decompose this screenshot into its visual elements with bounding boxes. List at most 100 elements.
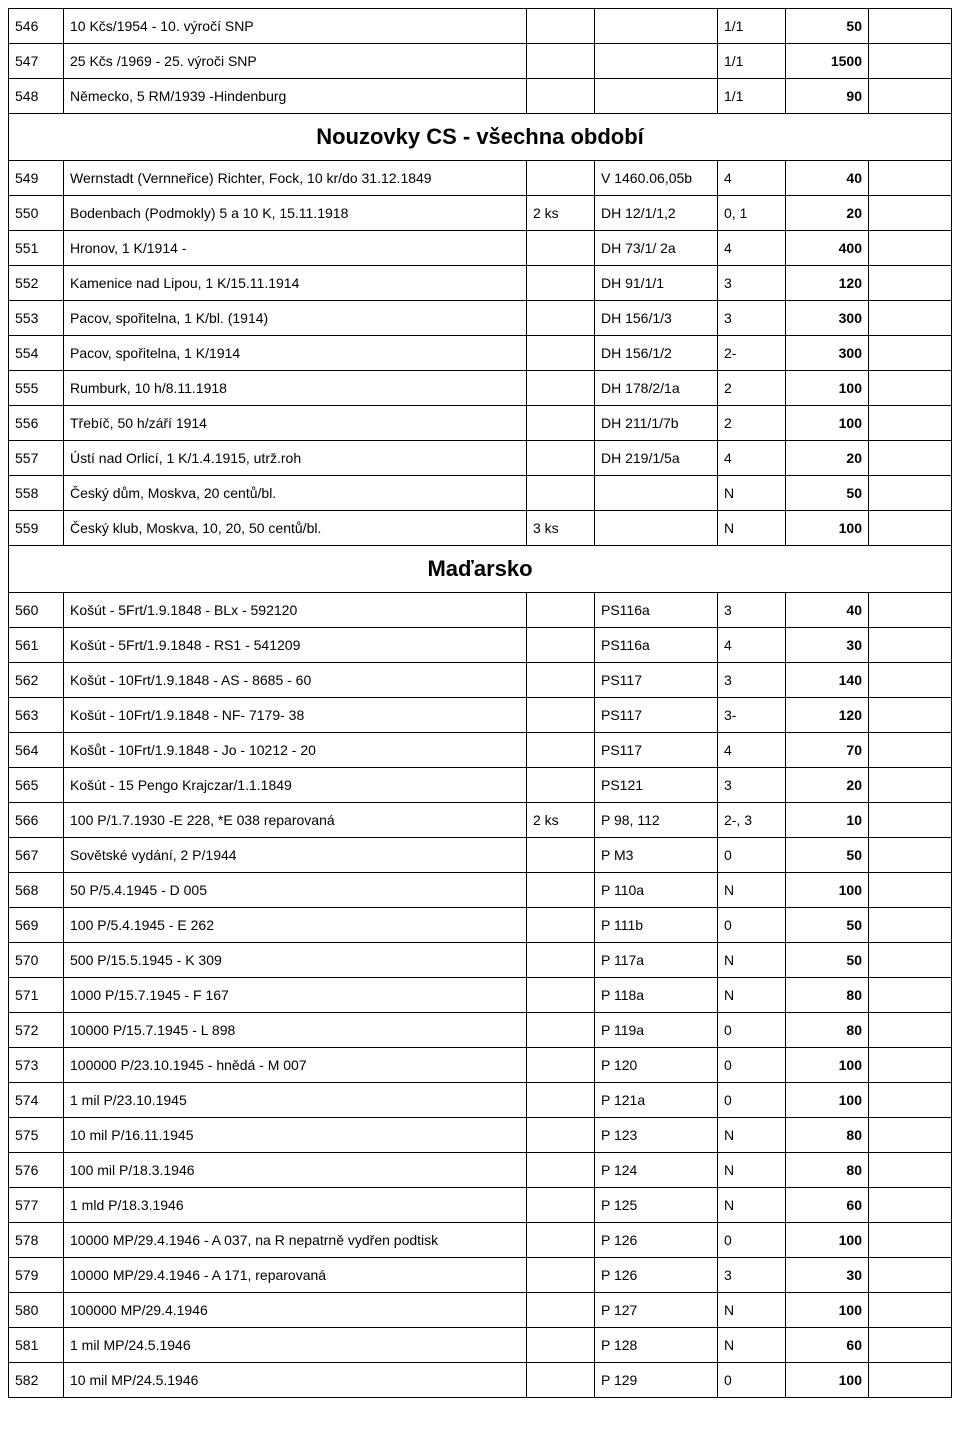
quantity xyxy=(527,768,595,803)
quantity xyxy=(527,1258,595,1293)
table-row: 5811 mil MP/24.5.1946P 128N60 xyxy=(9,1328,952,1363)
quantity: 2 ks xyxy=(527,196,595,231)
table-row: 573100000 P/23.10.1945 - hnědá - M 007P … xyxy=(9,1048,952,1083)
quantity xyxy=(527,698,595,733)
reference: P 128 xyxy=(595,1328,718,1363)
quantity xyxy=(527,1188,595,1223)
reference: P 126 xyxy=(595,1258,718,1293)
quantity xyxy=(527,1293,595,1328)
notes xyxy=(869,698,952,733)
quantity xyxy=(527,1013,595,1048)
reference: DH 156/1/2 xyxy=(595,336,718,371)
notes xyxy=(869,441,952,476)
grade: N xyxy=(718,1118,786,1153)
description: 100000 MP/29.4.1946 xyxy=(64,1293,527,1328)
quantity xyxy=(527,978,595,1013)
price: 80 xyxy=(786,1118,869,1153)
notes xyxy=(869,733,952,768)
grade: 2 xyxy=(718,406,786,441)
lot-number: 560 xyxy=(9,593,64,628)
section-header-row: Nouzovky CS - všechna období xyxy=(9,114,952,161)
description: Košút - 5Frt/1.9.1848 - RS1 - 541209 xyxy=(64,628,527,663)
description: Kamenice nad Lipou, 1 K/15.11.1914 xyxy=(64,266,527,301)
notes xyxy=(869,1153,952,1188)
grade: 0 xyxy=(718,908,786,943)
reference: PS116a xyxy=(595,593,718,628)
price: 30 xyxy=(786,628,869,663)
notes xyxy=(869,266,952,301)
lot-number: 577 xyxy=(9,1188,64,1223)
quantity xyxy=(527,476,595,511)
lot-number: 578 xyxy=(9,1223,64,1258)
grade: 3 xyxy=(718,1258,786,1293)
grade: N xyxy=(718,511,786,546)
table-row: 551Hronov, 1 K/1914 -DH 73/1/ 2a4400 xyxy=(9,231,952,266)
reference: P 98, 112 xyxy=(595,803,718,838)
notes xyxy=(869,873,952,908)
lot-number: 546 xyxy=(9,9,64,44)
grade: 0 xyxy=(718,1083,786,1118)
reference xyxy=(595,476,718,511)
description: Košút - 15 Pengo Krajczar/1.1.1849 xyxy=(64,768,527,803)
grade: 4 xyxy=(718,161,786,196)
description: 10 mil P/16.11.1945 xyxy=(64,1118,527,1153)
quantity xyxy=(527,1048,595,1083)
price: 120 xyxy=(786,266,869,301)
price: 10 xyxy=(786,803,869,838)
lot-number: 576 xyxy=(9,1153,64,1188)
price: 120 xyxy=(786,698,869,733)
grade: N xyxy=(718,1328,786,1363)
reference: P 110a xyxy=(595,873,718,908)
grade: N xyxy=(718,476,786,511)
description: Košút - 10Frt/1.9.1848 - NF- 7179- 38 xyxy=(64,698,527,733)
quantity xyxy=(527,441,595,476)
reference: P 119a xyxy=(595,1013,718,1048)
reference: PS121 xyxy=(595,768,718,803)
lot-number: 568 xyxy=(9,873,64,908)
grade: 4 xyxy=(718,231,786,266)
lot-number: 581 xyxy=(9,1328,64,1363)
table-row: 560Košút - 5Frt/1.9.1848 - BLx - 592120P… xyxy=(9,593,952,628)
lot-number: 565 xyxy=(9,768,64,803)
price: 100 xyxy=(786,1293,869,1328)
quantity xyxy=(527,161,595,196)
reference: PS117 xyxy=(595,733,718,768)
description: 10 Kčs/1954 - 10. výročí SNP xyxy=(64,9,527,44)
price: 60 xyxy=(786,1328,869,1363)
table-row: 567Sovětské vydání, 2 P/1944P M3050 xyxy=(9,838,952,873)
notes xyxy=(869,1083,952,1118)
notes xyxy=(869,1258,952,1293)
lot-number: 575 xyxy=(9,1118,64,1153)
lot-number: 559 xyxy=(9,511,64,546)
table-row: 57210000 P/15.7.1945 - L 898P 119a080 xyxy=(9,1013,952,1048)
price: 100 xyxy=(786,1048,869,1083)
description: 10000 MP/29.4.1946 - A 171, reparovaná xyxy=(64,1258,527,1293)
quantity xyxy=(527,1363,595,1398)
price: 100 xyxy=(786,1223,869,1258)
quantity xyxy=(527,44,595,79)
price: 100 xyxy=(786,873,869,908)
catalog-table: 54610 Kčs/1954 - 10. výročí SNP1/1505472… xyxy=(8,8,952,1398)
quantity xyxy=(527,908,595,943)
price: 90 xyxy=(786,79,869,114)
description: Český dům, Moskva, 20 centů/bl. xyxy=(64,476,527,511)
reference: PS117 xyxy=(595,663,718,698)
notes xyxy=(869,79,952,114)
table-row: 57810000 MP/29.4.1946 - A 037, na R nepa… xyxy=(9,1223,952,1258)
lot-number: 547 xyxy=(9,44,64,79)
notes xyxy=(869,628,952,663)
lot-number: 564 xyxy=(9,733,64,768)
table-row: 556Třebíč, 50 h/září 1914DH 211/1/7b2100 xyxy=(9,406,952,441)
grade: N xyxy=(718,1293,786,1328)
quantity xyxy=(527,838,595,873)
section-header-cell: Nouzovky CS - všechna období xyxy=(9,114,952,161)
quantity xyxy=(527,628,595,663)
description: Hronov, 1 K/1914 - xyxy=(64,231,527,266)
notes xyxy=(869,9,952,44)
notes xyxy=(869,978,952,1013)
notes xyxy=(869,1048,952,1083)
lot-number: 566 xyxy=(9,803,64,838)
quantity xyxy=(527,1153,595,1188)
lot-number: 579 xyxy=(9,1258,64,1293)
grade: N xyxy=(718,943,786,978)
